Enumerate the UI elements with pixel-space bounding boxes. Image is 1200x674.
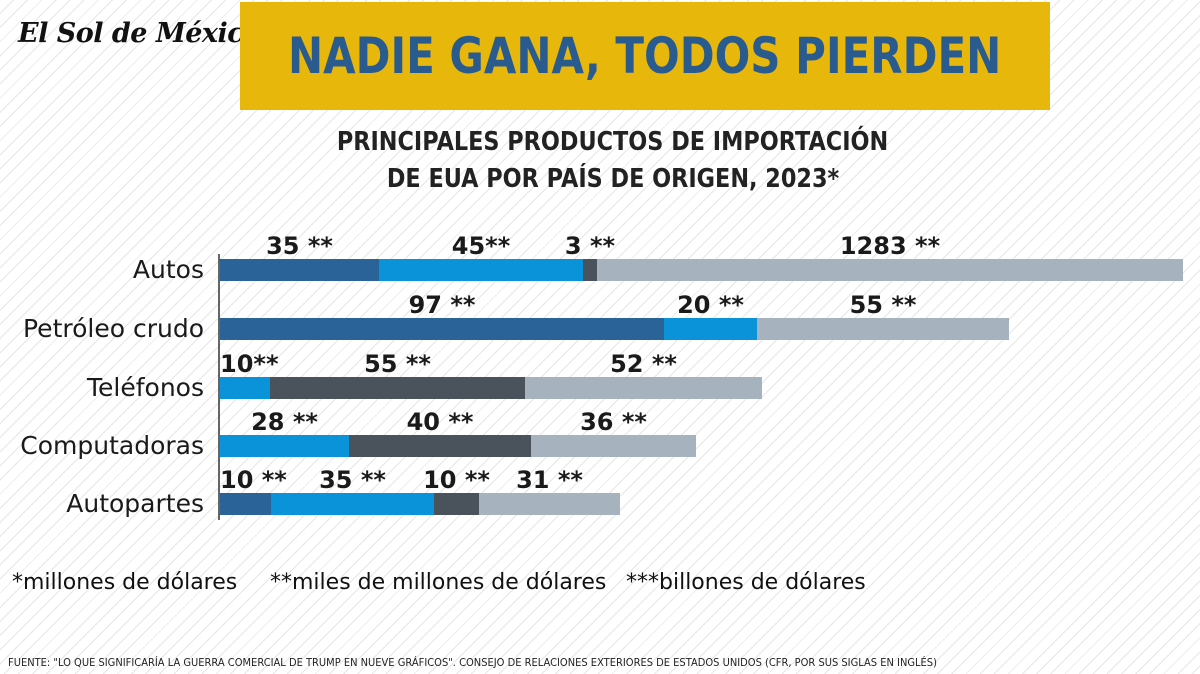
bar-segment [379,259,583,281]
subtitle-line2-text: DE EUA POR PAÍS DE ORIGEN, 2023* [386,164,840,194]
data-label: 40 ** [407,408,474,436]
bar-segment [531,435,696,457]
bar-segment [270,377,525,399]
data-label: 10 ** [220,466,287,494]
bar-segment [220,377,270,399]
data-label: 55 ** [850,291,917,319]
category-label: Autos [133,255,204,284]
category-label: Computadoras [20,431,204,460]
brand-logo: El Sol de México [18,18,261,49]
data-label: 10 ** [423,466,490,494]
footnote-billions-thousands: **miles de millones de dólares [270,570,607,595]
bar-segment [434,493,479,515]
data-label: 10** [220,350,279,378]
bar-segment [220,493,271,515]
bar-segment [525,377,762,399]
data-label: 97 ** [409,291,476,319]
footnote-millions: *millones de dólares [12,570,238,595]
chart-subtitle-line2: DE EUA POR PAÍS DE ORIGEN, 2023* [0,164,1200,194]
bar-segment [349,435,531,457]
subtitle-line1-text: PRINCIPALES PRODUCTOS DE IMPORTACIÓN [337,127,889,157]
bar-segment [757,318,1009,340]
data-label: 36 ** [580,408,647,436]
bar-segment [220,259,379,281]
data-label: 35 ** [266,232,333,260]
footnote-trillions: ***billones de dólares [626,570,866,595]
bar-segment [220,435,349,457]
data-label: 35 ** [319,466,386,494]
data-label: 28 ** [251,408,318,436]
category-label: Autopartes [66,489,204,518]
headline-banner: NADIE GANA, TODOS PIERDEN [240,2,1050,110]
chart-subtitle-line1: PRINCIPALES PRODUCTOS DE IMPORTACIÓN [0,127,1200,157]
data-label: 20 ** [677,291,744,319]
headline: NADIE GANA, TODOS PIERDEN [288,27,1002,85]
bar-segment [664,318,757,340]
bar-segment [479,493,620,515]
bar-segment [271,493,434,515]
source-note: FUENTE: "LO QUE SIGNIFICARÍA LA GUERRA C… [8,656,937,669]
data-label: 1283 ** [840,232,941,260]
category-label: Petróleo crudo [23,314,204,343]
data-label: 45** [452,232,511,260]
data-label: 3 ** [565,232,616,260]
data-label: 31 ** [516,466,583,494]
bar-segment [583,259,597,281]
data-label: 55 ** [364,350,431,378]
bar-segment [597,259,1183,281]
category-label: Teléfonos [86,373,204,402]
stacked-bar-chart: Autos 35 ** 45** 3 ** 1283 ** Petróleo crudo 9… [20,232,1183,520]
data-label: 52 ** [610,350,677,378]
bar-segment [220,318,664,340]
